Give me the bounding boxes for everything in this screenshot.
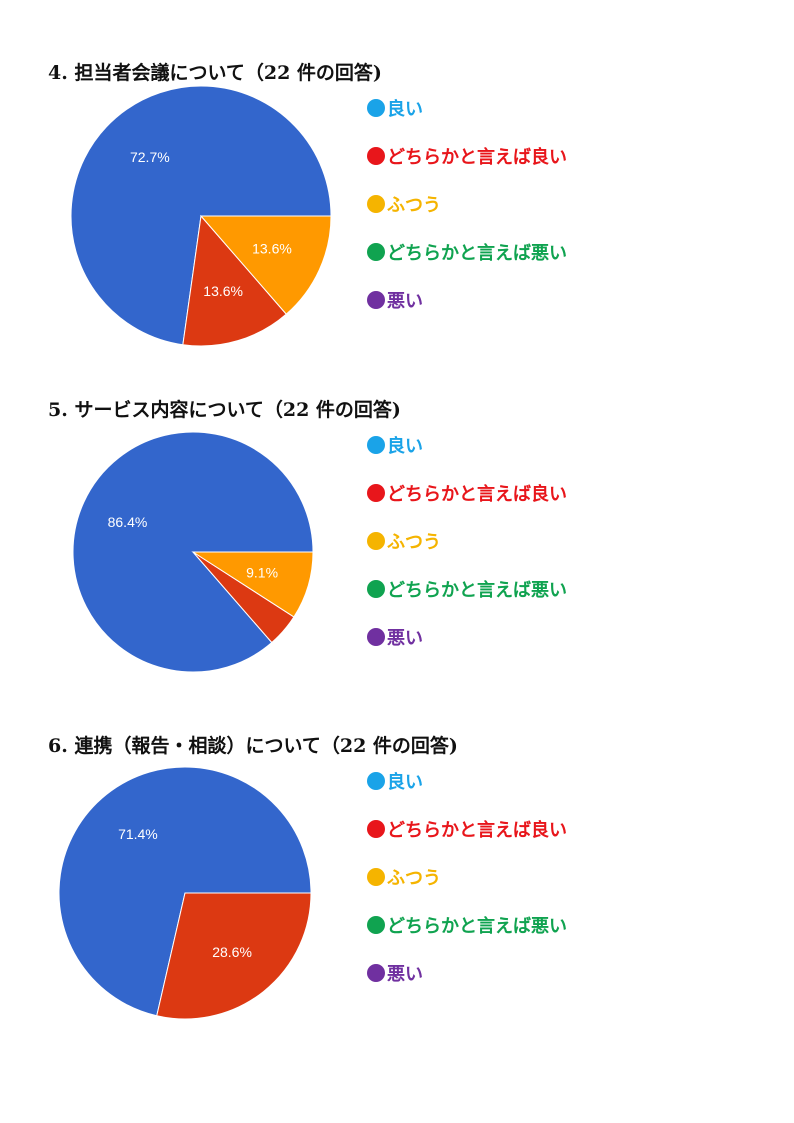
legend-item-warui: 悪い [367,287,423,313]
legend-item-dochiraka-warui: どちらかと言えば悪い [367,912,567,938]
legend-item-dochiraka-yoi: どちらかと言えば良い [367,816,567,842]
chart-section-6: 6. 連携（報告・相談）について（22 件の回答) 71.4% 28.6% 良いど… [0,731,794,1031]
legend-dot-icon [367,195,385,213]
legend-dot-icon [367,532,385,550]
legend-dot-icon [367,820,385,838]
legend-dot-icon [367,772,385,790]
legend-label: 良い [387,99,423,120]
legend-item-dochiraka-warui: どちらかと言えば悪い [367,239,567,265]
legend-dot-icon [367,484,385,502]
legend-label: 悪い [387,291,423,312]
legend-label: どちらかと言えば悪い [387,916,567,937]
pie-slice-yoi [58,766,312,1017]
legend-dot-icon [367,99,385,117]
legend-dot-icon [367,628,385,646]
legend-label: 良い [387,436,423,457]
legend-item-futsuu: ふつう [367,191,441,217]
slice-label: 13.6% [203,283,243,299]
chart-title: 6. 連携（報告・相談）について（22 件の回答) [48,735,458,757]
legend-dot-icon [367,147,385,165]
legend-dot-icon [367,580,385,598]
legend-item-warui: 悪い [367,624,423,650]
pie-slice-futsuu [199,215,332,315]
legend-label: どちらかと言えば良い [387,484,567,505]
legend-label: 悪い [387,964,423,985]
pie-slice-dochiraka-yoi [182,214,287,347]
legend-item-futsuu: ふつう [367,864,441,890]
slice-label: 86.4% [108,514,148,530]
pie-chart: 86.4% 9.1% [72,431,314,673]
legend-item-warui: 悪い [367,960,423,986]
chart-title: 4. 担当者会議について（22 件の回答) [48,62,382,84]
pie-chart: 72.7% 13.6% 13.6% [70,85,332,347]
slice-label: 9.1% [246,564,278,580]
pie-chart: 71.4% 28.6% [58,766,312,1020]
legend-label: 良い [387,772,423,793]
legend-dot-icon [367,964,385,982]
legend-label: どちらかと言えば悪い [387,580,567,601]
legend-label: どちらかと言えば良い [387,147,567,168]
legend-item-yoi: 良い [367,95,423,121]
legend-dot-icon [367,868,385,886]
legend-item-dochiraka-yoi: どちらかと言えば良い [367,143,567,169]
legend-item-yoi: 良い [367,768,423,794]
legend-item-dochiraka-yoi: どちらかと言えば良い [367,480,567,506]
legend-dot-icon [367,436,385,454]
slice-label: 28.6% [212,944,252,960]
legend-label: どちらかと言えば悪い [387,243,567,264]
legend-item-yoi: 良い [367,432,423,458]
slice-label: 71.4% [118,826,158,842]
pie-slice-dochiraka-yoi [156,892,312,1020]
legend-item-dochiraka-warui: どちらかと言えば悪い [367,576,567,602]
chart-title: 5. サービス内容について（22 件の回答) [48,399,401,421]
chart-section-5: 5. サービス内容について（22 件の回答) 86.4% 9.1% 良いどちらかと… [0,395,794,695]
slice-label: 72.7% [130,149,170,165]
legend-label: ふつう [387,195,441,216]
legend-label: ふつう [387,868,441,889]
legend-label: どちらかと言えば良い [387,820,567,841]
legend-item-futsuu: ふつう [367,528,441,554]
legend-label: 悪い [387,628,423,649]
legend-label: ふつう [387,532,441,553]
pie-slice-futsuu [191,551,314,618]
legend-dot-icon [367,916,385,934]
legend-dot-icon [367,243,385,261]
chart-section-4: 4. 担当者会議について（22 件の回答) 72.7% 13.6% 13.6% 良い… [0,58,794,358]
slice-label: 13.6% [252,240,292,256]
legend-dot-icon [367,291,385,309]
